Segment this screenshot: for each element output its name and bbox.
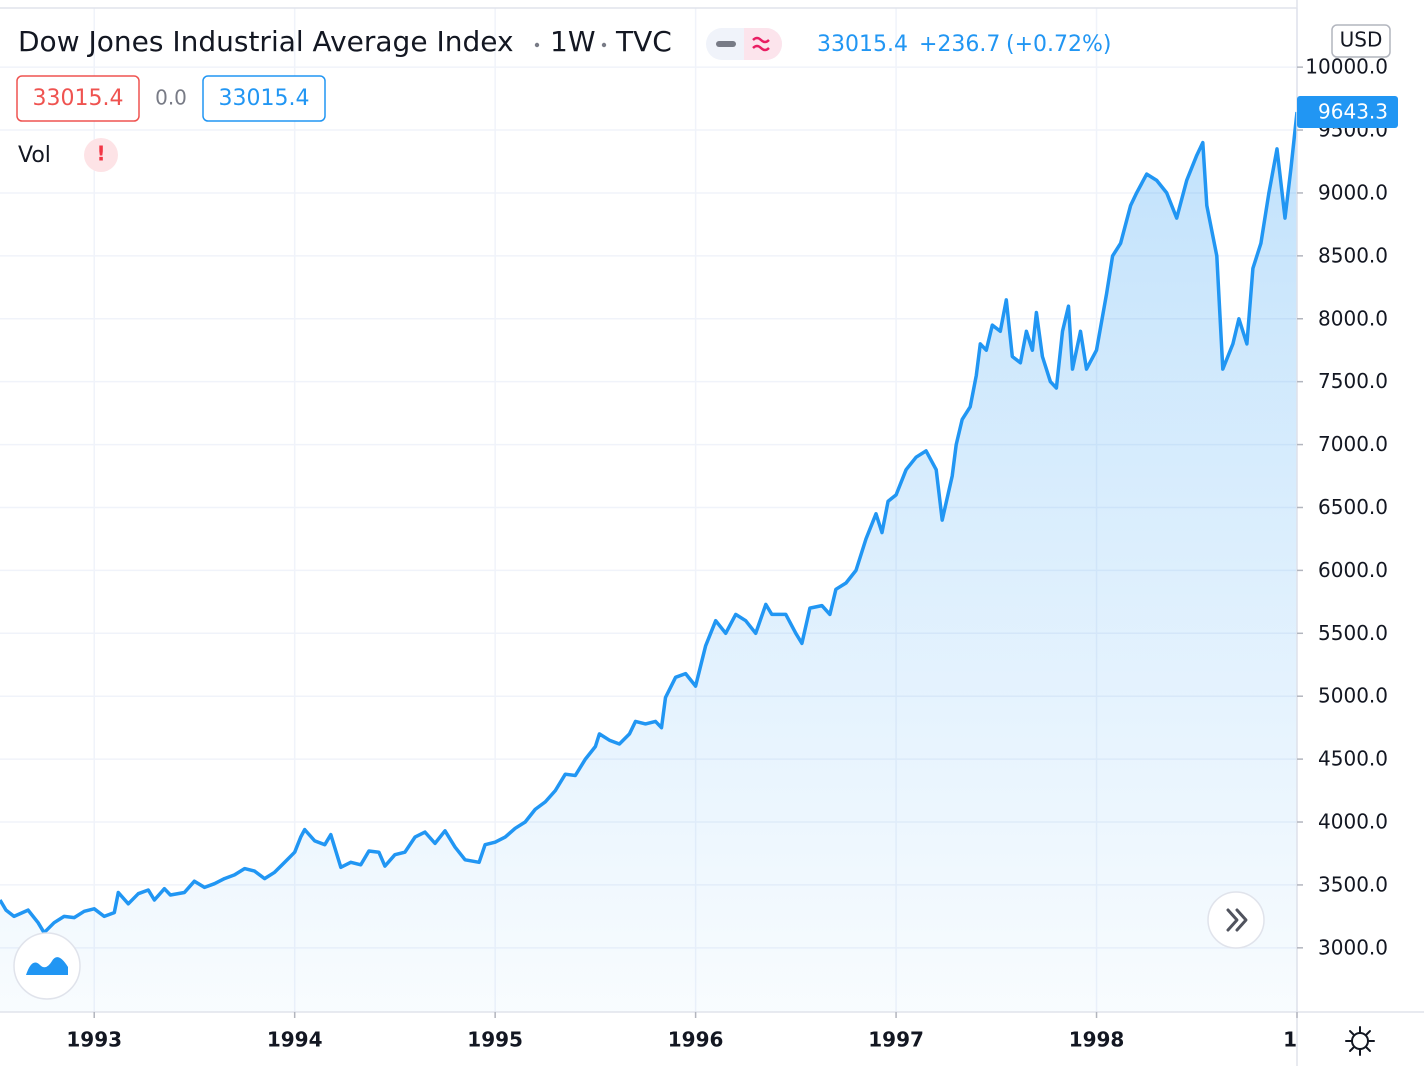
y-tick-label: 7000.0	[1318, 432, 1388, 456]
legend-value: 33015.4	[219, 86, 310, 111]
tradingview-logo[interactable]	[13, 932, 81, 1000]
scroll-to-realtime-button[interactable]	[1207, 891, 1265, 949]
price-line	[0, 111, 1297, 935]
y-tick-label: 6000.0	[1318, 558, 1388, 582]
y-tick-label: 5500.0	[1318, 621, 1388, 645]
y-tick-label: 8000.0	[1318, 306, 1388, 330]
x-tick-label: 1993	[66, 1028, 122, 1052]
time-axis: 1993 1994 1995 1996 1997 1998 19	[66, 1028, 1311, 1052]
volume-label: Vol	[18, 143, 51, 168]
currency[interactable]: USD	[1340, 28, 1383, 52]
y-tick-label: 3000.0	[1318, 935, 1388, 959]
legend-value: 0.0	[155, 86, 187, 110]
last-price: 33015.4	[817, 32, 908, 57]
legend-value: 33015.4	[33, 86, 124, 111]
volume-alert-badge[interactable]	[84, 138, 118, 172]
legend-box	[202, 75, 326, 122]
last-price-label: 9643.3	[1318, 100, 1388, 124]
x-tick-label: 1998	[1069, 1028, 1125, 1052]
exchange: TVC	[615, 25, 672, 58]
settings-button[interactable]	[1345, 1026, 1375, 1056]
y-tick-label: 10000.0	[1305, 55, 1388, 79]
y-tick-label: 4500.0	[1318, 747, 1388, 771]
y-tick-label: 9000.0	[1318, 180, 1388, 204]
currency-box[interactable]	[1331, 24, 1391, 58]
y-tick-label: 6500.0	[1318, 495, 1388, 519]
symbol-title: Dow Jones Industrial Average Index	[18, 25, 514, 58]
price-change: +236.7	[919, 32, 1000, 57]
compare-toggle[interactable]	[706, 28, 782, 60]
interval: 1W	[550, 25, 596, 58]
x-tick-label: 1995	[467, 1028, 523, 1052]
separator	[601, 42, 607, 48]
legend-box	[16, 75, 140, 122]
price-change-percent: (+0.72%)	[1006, 32, 1112, 57]
y-tick-label: 3500.0	[1318, 872, 1388, 896]
x-tick-label: 1997	[868, 1028, 924, 1052]
plot-area	[0, 111, 1297, 1012]
y-tick-label: 8500.0	[1318, 243, 1388, 267]
y-tick-label: 5000.0	[1318, 684, 1388, 708]
y-tick-label: 4000.0	[1318, 810, 1388, 834]
volume-alert[interactable]: !	[96, 142, 105, 166]
separator	[534, 42, 540, 48]
axes: 3000.0 3500.0 4000.0 4500.0 5000.0 5500.0 6000…	[93, 55, 1398, 1018]
x-tick-label: 1996	[668, 1028, 724, 1052]
y-tick-label: 7500.0	[1318, 369, 1388, 393]
last-price-marker	[1297, 96, 1398, 129]
area-fill	[0, 112, 1297, 1012]
x-tick-label: 1994	[267, 1028, 323, 1052]
x-tick-label: 19	[1283, 1028, 1311, 1052]
